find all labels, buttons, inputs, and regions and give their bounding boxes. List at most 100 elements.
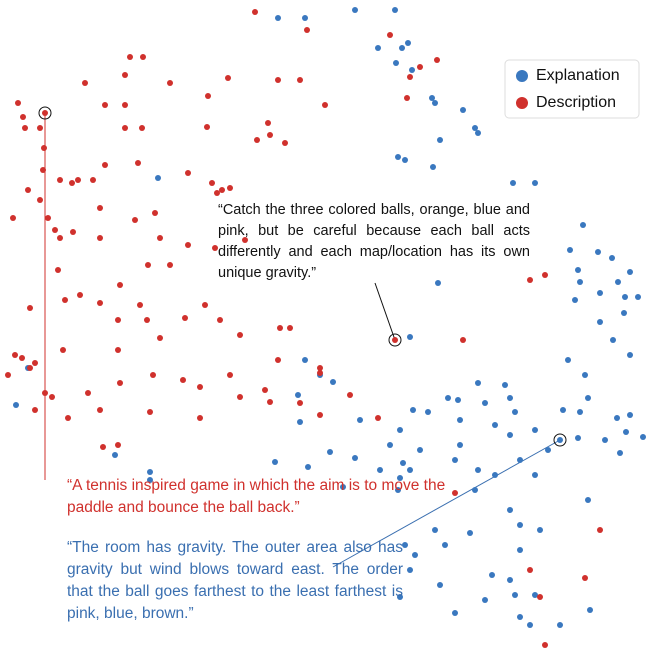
point — [507, 507, 513, 513]
point — [112, 452, 118, 458]
point — [115, 317, 121, 323]
point — [537, 527, 543, 533]
point — [205, 93, 211, 99]
point — [145, 262, 151, 268]
point — [287, 325, 293, 331]
point — [621, 310, 627, 316]
point — [297, 77, 303, 83]
point — [227, 185, 233, 191]
point — [407, 74, 413, 80]
point — [295, 392, 301, 398]
legend-label: Description — [536, 94, 616, 111]
point — [565, 357, 571, 363]
point — [167, 80, 173, 86]
point — [527, 277, 533, 283]
point — [517, 522, 523, 528]
point — [302, 357, 308, 363]
point — [532, 472, 538, 478]
point — [45, 215, 51, 221]
point — [97, 235, 103, 241]
point — [452, 610, 458, 616]
point — [237, 394, 243, 400]
point — [482, 400, 488, 406]
point — [102, 162, 108, 168]
point — [217, 317, 223, 323]
point — [430, 164, 436, 170]
point — [587, 607, 593, 613]
point — [602, 437, 608, 443]
point — [482, 597, 488, 603]
point — [502, 382, 508, 388]
point — [305, 464, 311, 470]
point — [532, 592, 538, 598]
point — [102, 102, 108, 108]
highlight-ring — [388, 333, 402, 347]
point — [412, 552, 418, 558]
point — [595, 249, 601, 255]
annotation: “Catch the three colored balls, orange, … — [218, 202, 530, 281]
point — [82, 80, 88, 86]
point — [25, 187, 31, 193]
point — [397, 594, 403, 600]
point — [237, 332, 243, 338]
point — [13, 402, 19, 408]
point — [527, 622, 533, 628]
annotation: “The room has gravity. The outer area al… — [67, 539, 403, 622]
point — [262, 387, 268, 393]
point — [627, 412, 633, 418]
point — [407, 467, 413, 473]
point — [275, 15, 281, 21]
point — [460, 107, 466, 113]
point — [97, 407, 103, 413]
point — [77, 292, 83, 298]
point — [542, 642, 548, 648]
point — [395, 487, 401, 493]
point — [85, 390, 91, 396]
point — [137, 302, 143, 308]
point — [254, 137, 260, 143]
point — [597, 527, 603, 533]
point — [393, 60, 399, 66]
point — [37, 125, 43, 131]
point — [582, 372, 588, 378]
legend-label: Explanation — [536, 67, 620, 84]
point — [32, 360, 38, 366]
point — [410, 407, 416, 413]
point — [627, 269, 633, 275]
point — [492, 422, 498, 428]
point — [55, 267, 61, 273]
point — [41, 145, 47, 151]
point — [517, 547, 523, 553]
point — [457, 417, 463, 423]
point — [127, 54, 133, 60]
point — [532, 427, 538, 433]
point — [442, 542, 448, 548]
point — [489, 572, 495, 578]
point — [517, 614, 523, 620]
point — [507, 432, 513, 438]
point — [575, 267, 581, 273]
point — [152, 210, 158, 216]
highlight-ring — [38, 106, 52, 120]
point — [97, 205, 103, 211]
point — [507, 395, 513, 401]
point — [572, 297, 578, 303]
point — [512, 409, 518, 415]
point — [475, 467, 481, 473]
point — [115, 442, 121, 448]
point — [392, 337, 398, 343]
point — [317, 370, 323, 376]
point — [429, 95, 435, 101]
point — [115, 347, 121, 353]
point — [219, 187, 225, 193]
point — [392, 7, 398, 13]
point — [157, 335, 163, 341]
point — [267, 132, 273, 138]
point — [455, 397, 461, 403]
point — [12, 352, 18, 358]
point — [340, 484, 346, 490]
point — [437, 137, 443, 143]
point — [140, 54, 146, 60]
point — [577, 279, 583, 285]
point — [147, 409, 153, 415]
